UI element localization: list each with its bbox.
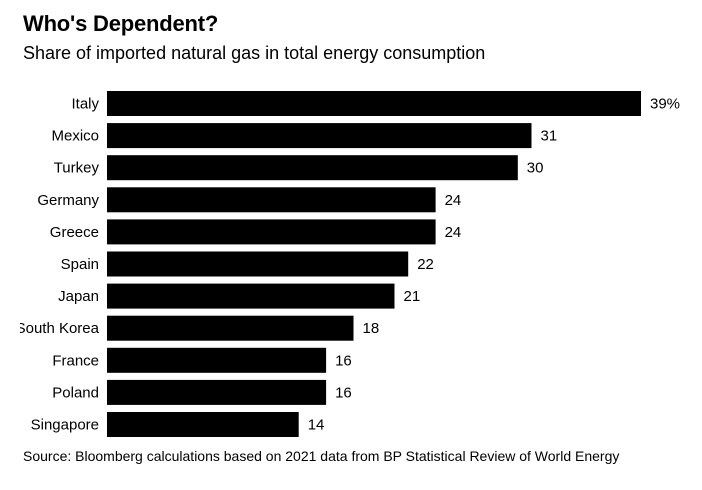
left-edge-mask — [0, 80, 20, 442]
value-label-france: 16 — [335, 352, 352, 369]
bar-south-korea — [107, 315, 354, 341]
value-label-spain: 22 — [417, 256, 434, 273]
value-label-japan: 21 — [404, 288, 421, 305]
bar-spain — [107, 251, 409, 277]
category-label-greece: Greece — [50, 224, 99, 241]
category-label-italy: Italy — [71, 96, 99, 113]
value-label-mexico: 31 — [541, 128, 558, 145]
category-labels-layer: Italy Mexico Turkey Germany Greece Spain Japan… — [16, 96, 100, 434]
bar-turkey — [107, 155, 518, 181]
chart-subtitle: Share of imported natural gas in total e… — [23, 43, 486, 63]
value-label-poland: 16 — [335, 384, 352, 401]
bar-singapore — [107, 412, 299, 437]
bar-france — [107, 347, 327, 373]
category-label-singapore: Singapore — [31, 417, 99, 434]
value-label-south-korea: 18 — [363, 320, 380, 337]
category-label-spain: Spain — [61, 256, 99, 273]
category-label-mexico: Mexico — [51, 128, 99, 145]
bar-italy — [107, 91, 641, 116]
bar-chart: Italy Mexico Turkey Germany Greece Spain Japan… — [0, 80, 680, 442]
value-label-singapore: 14 — [308, 417, 325, 434]
value-label-turkey: 30 — [527, 160, 544, 177]
chart-title: Who's Dependent? — [23, 11, 219, 36]
bars-layer — [107, 91, 641, 437]
value-labels-layer: 39% 31 30 24 24 22 21 18 16 16 14 — [308, 96, 680, 434]
bar-greece — [107, 219, 436, 245]
value-label-greece: 24 — [445, 224, 462, 241]
value-label-italy: 39% — [650, 96, 680, 113]
source-note: Source: Bloomberg calculations based on … — [23, 448, 620, 464]
category-label-germany: Germany — [37, 192, 99, 209]
category-label-turkey: Turkey — [54, 160, 100, 177]
bar-poland — [107, 379, 327, 405]
bar-mexico — [107, 123, 532, 149]
bar-germany — [107, 187, 436, 213]
category-label-south-korea: South Korea — [16, 320, 100, 337]
bar-japan — [107, 283, 395, 309]
category-label-japan: Japan — [58, 288, 99, 305]
value-label-germany: 24 — [445, 192, 462, 209]
category-label-poland: Poland — [52, 384, 99, 401]
category-label-france: France — [52, 352, 99, 369]
